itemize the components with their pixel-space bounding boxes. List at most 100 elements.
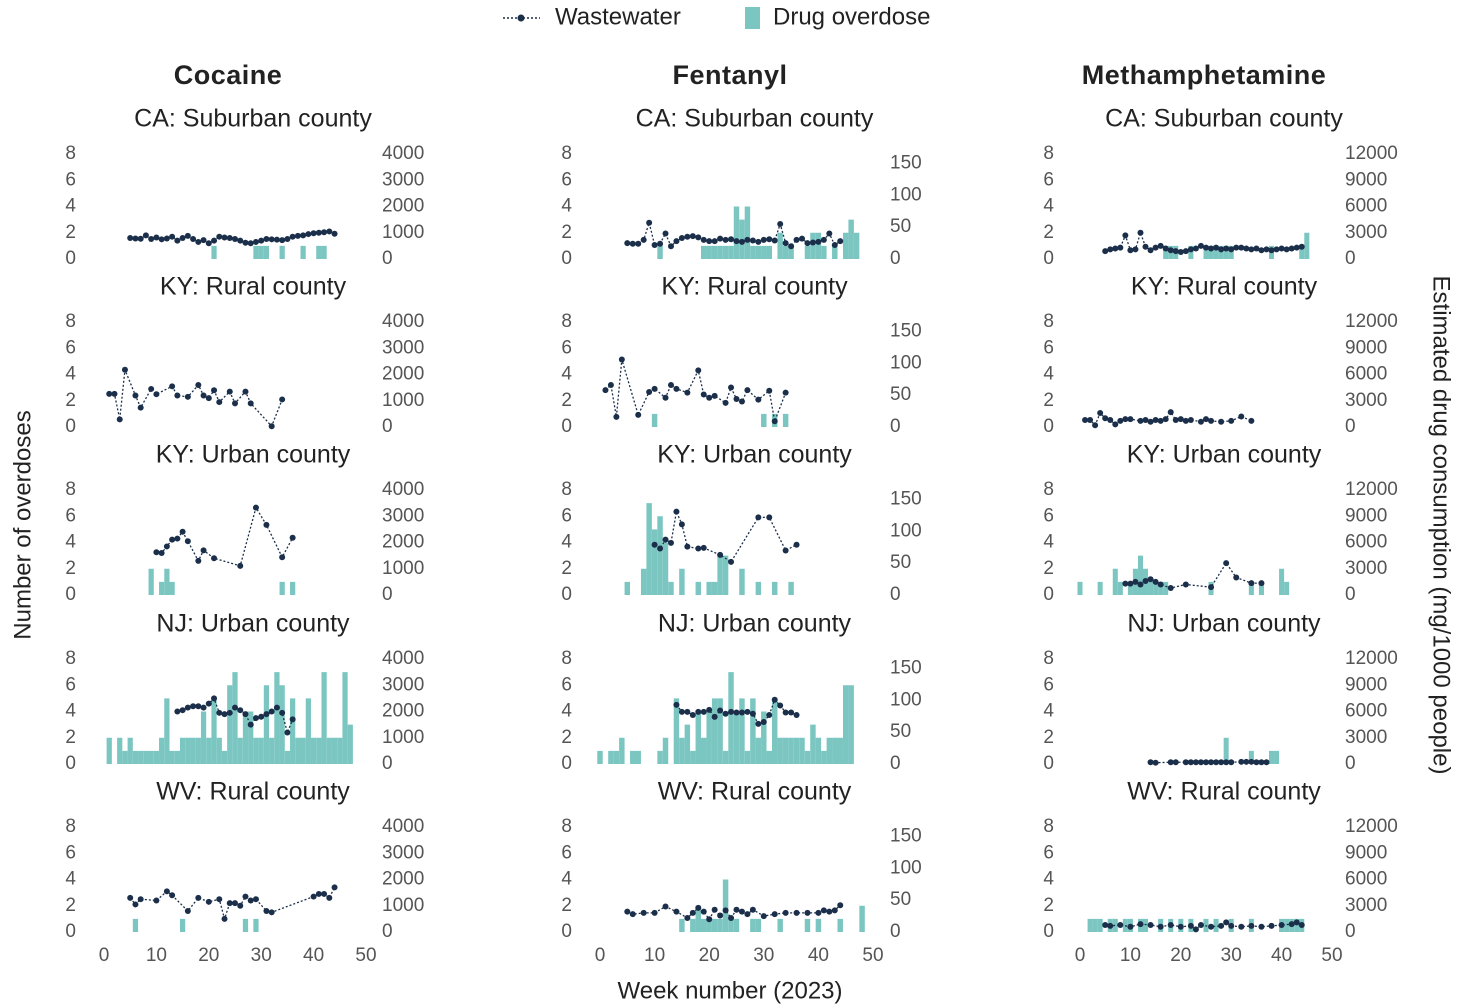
overdose-bar <box>766 245 772 259</box>
wastewater-point <box>700 908 707 915</box>
wastewater-point <box>684 233 691 240</box>
overdose-bar <box>269 737 275 764</box>
wastewater-point <box>1197 242 1204 249</box>
overdose-bar <box>1137 555 1143 595</box>
y2-tick-label: 12000 <box>1345 143 1398 164</box>
y2-tick-label: 0 <box>890 921 901 942</box>
panel: KY: Rural county 0 2 4 6 8 0 1000 2000 3000 4000 <box>65 273 424 437</box>
wastewater-point <box>1213 244 1220 251</box>
wastewater-point <box>760 236 767 243</box>
panel: KY: Rural county 0 2 4 6 8 0 3000 6000 9000 12000 <box>1043 273 1397 437</box>
wastewater-point <box>205 700 212 707</box>
overdose-bar <box>117 737 123 764</box>
overdose-bar <box>701 737 707 764</box>
wastewater-point <box>184 538 191 545</box>
wastewater-point <box>1142 578 1149 584</box>
wastewater-point <box>216 709 223 716</box>
wastewater-point <box>221 711 228 718</box>
y2-tick-label: 150 <box>890 321 922 342</box>
wastewater-point <box>263 521 270 528</box>
overdose-bar <box>326 737 332 764</box>
panel: WV: Rural county 0 2 4 6 8 0 1000 2000 3000 4000 0 1… <box>65 778 424 966</box>
wastewater-point <box>321 890 328 897</box>
wastewater-point <box>1117 922 1124 928</box>
x-tick-label: 50 <box>1321 945 1342 966</box>
overdose-bar <box>777 737 783 764</box>
wastewater-point <box>678 235 685 241</box>
overdose-bar <box>242 918 249 932</box>
y2-tick-label: 4000 <box>382 143 424 164</box>
overdose-bar <box>771 698 778 764</box>
overdose-bar <box>815 737 822 764</box>
wastewater-point <box>809 239 816 246</box>
overdose-bar <box>799 737 805 764</box>
wastewater-point <box>289 534 296 541</box>
wastewater-point <box>1117 417 1124 424</box>
wastewater-point <box>678 521 685 528</box>
wastewater-point <box>279 237 286 244</box>
wastewater-line <box>109 369 283 428</box>
overdose-bar <box>646 503 652 595</box>
wastewater-point <box>1192 245 1199 252</box>
wastewater-point <box>242 893 249 900</box>
y-tick-label: 6 <box>65 842 76 863</box>
overdose-bar <box>200 711 207 764</box>
overdose-bar <box>679 568 685 595</box>
wastewater-point <box>1117 244 1124 251</box>
wastewater-point <box>1273 246 1280 253</box>
wastewater-point <box>242 711 249 718</box>
overdose-bar <box>810 232 816 259</box>
y-tick-label: 6 <box>1043 337 1054 358</box>
wastewater-point <box>1258 923 1265 930</box>
overdose-bar <box>106 737 112 764</box>
wastewater-point <box>1142 417 1149 423</box>
wastewater-point <box>755 514 762 521</box>
wastewater-point <box>1248 246 1255 253</box>
overdose-bar <box>159 737 165 764</box>
y-tick-label: 6 <box>65 337 76 358</box>
y-tick-label: 6 <box>1043 505 1054 526</box>
y2-tick-label: 100 <box>890 689 922 710</box>
wastewater-point <box>174 392 181 399</box>
panel: CA: Suburban county 0 2 4 6 8 0 3000 6000 9000 120… <box>1043 105 1397 269</box>
overdose-bar <box>733 711 740 764</box>
overdose-bar <box>711 581 718 595</box>
wastewater-point <box>242 239 249 246</box>
wastewater-point <box>1147 247 1154 254</box>
wastewater-point <box>788 709 795 716</box>
overdose-bar <box>722 555 729 595</box>
y-tick-label: 0 <box>65 416 76 437</box>
panel: WV: Rural county 0 2 4 6 8 0 3000 6000 9000 12000 0… <box>1043 778 1397 966</box>
wastewater-point <box>1208 923 1215 930</box>
wastewater-point <box>1293 244 1300 251</box>
overdose-bar <box>1248 750 1254 764</box>
overdose-bar <box>148 568 154 595</box>
wastewater-point <box>148 236 155 243</box>
overdose-bar <box>613 750 620 764</box>
wastewater-point <box>273 236 280 243</box>
wastewater-point <box>1192 759 1199 766</box>
wastewater-point <box>179 235 186 241</box>
panel: KY: Urban county 0 2 4 6 8 0 3000 6000 9000 12000 <box>1043 441 1397 605</box>
wastewater-point <box>184 704 191 711</box>
wastewater-point <box>1152 417 1159 423</box>
y-tick-label: 8 <box>561 648 572 669</box>
wastewater-point <box>1107 246 1114 253</box>
wastewater-point <box>1102 248 1109 255</box>
overdose-bar <box>232 672 238 764</box>
wastewater-point <box>111 390 118 397</box>
overdose-bar <box>771 581 778 595</box>
overdose-bar <box>810 724 816 764</box>
wastewater-point <box>728 558 735 565</box>
wastewater-point <box>651 385 658 392</box>
wastewater-point <box>1197 922 1204 928</box>
y-tick-label: 2 <box>65 727 76 748</box>
wastewater-point <box>258 237 265 244</box>
overdose-bar <box>640 568 647 595</box>
y-tick-label: 4 <box>561 532 572 553</box>
wastewater-point <box>820 236 827 243</box>
overdose-bar <box>630 750 636 764</box>
wastewater-point <box>711 713 718 720</box>
y2-tick-label: 50 <box>890 889 911 910</box>
wastewater-point <box>247 897 254 904</box>
